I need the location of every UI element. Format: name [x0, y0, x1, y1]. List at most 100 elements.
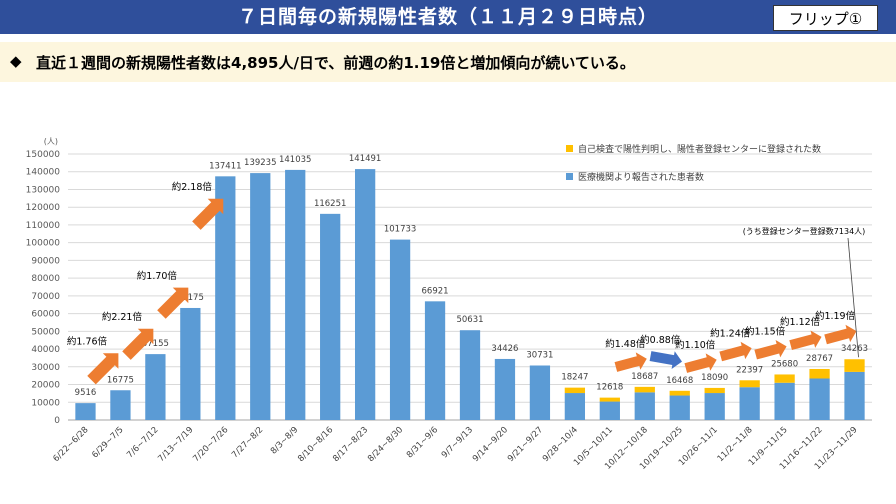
ratio-label: 約1.76倍	[67, 336, 108, 348]
bar-hospital	[529, 365, 551, 420]
ratio-arrow-up	[192, 198, 224, 230]
new-cases-chart: 0 10000 20000 30000 40000 50000 60000 70000 8000…	[26, 137, 872, 472]
bar-self-test	[774, 374, 795, 383]
bar-total-label: 25680	[771, 359, 798, 369]
y-tick-label: 90000	[31, 256, 60, 266]
x-tick-label: 6/29~7/5	[90, 425, 125, 460]
ratio-arrow-up	[719, 341, 752, 362]
bar-hospital	[215, 176, 236, 420]
bar-total-label: 137411	[209, 161, 241, 171]
title-bar: ７日間毎の新規陽性者数（１１月２９日時点） フリップ①	[0, 0, 896, 34]
bar-total-label: 34263	[841, 344, 868, 354]
x-tick-label: 8/10~8/16	[296, 425, 335, 464]
y-tick-label: 110000	[26, 221, 61, 231]
ratio-arrow-up	[157, 287, 189, 319]
y-tick-label: 80000	[31, 274, 60, 284]
bar-hospital	[145, 354, 166, 420]
ratio-label: 約1.12倍	[780, 316, 821, 328]
bar-hospital	[844, 371, 865, 420]
bar-total-label: 50631	[456, 315, 483, 325]
ratio-label: 約1.15倍	[745, 325, 786, 337]
ratio-label: 約2.18倍	[172, 181, 213, 193]
bar-hospital	[389, 239, 411, 420]
arrow-shape	[157, 287, 189, 319]
legend-label: 医療機関より報告された患者数	[578, 171, 704, 183]
x-tick-label: 9/7~9/13	[440, 425, 475, 460]
bar-total-label: 63175	[177, 293, 204, 303]
bar-hospital	[564, 393, 586, 420]
bar-total-label: 34426	[491, 344, 518, 354]
page-title: ７日間毎の新規陽性者数（１１月２９日時点）	[237, 6, 658, 28]
arrow-shape	[789, 330, 822, 350]
y-tick-label: 30000	[31, 363, 60, 373]
bar-total-label: 18247	[561, 373, 588, 383]
note-leader-line	[847, 237, 859, 358]
ratio-arrow-up	[684, 353, 717, 373]
x-tick-label: 8/24~8/30	[366, 425, 405, 464]
ratio-label: 約0.88倍	[640, 334, 681, 346]
ratio-arrow-down	[649, 351, 683, 369]
bar-hospital	[494, 358, 516, 420]
bar-hospital	[459, 330, 481, 420]
y-tick-label: 130000	[26, 185, 61, 195]
bar-total-label: 18090	[701, 373, 728, 383]
summary-text: 直近１週間の新規陽性者数は4,895人/日で、前週の約1.19倍と増加傾向が続い…	[36, 54, 635, 72]
registration-note: (うち登録センター登録数7134人)	[743, 226, 866, 236]
arrow-shape	[122, 328, 154, 360]
legend-label: 自己検査で陽性判明し、陽性者登録センターに登録された数	[578, 143, 821, 155]
y-tick-label: 0	[54, 416, 60, 426]
x-tick-label: 7/27~8/2	[230, 425, 265, 460]
y-tick-label: 50000	[31, 327, 60, 337]
bar-hospital	[75, 403, 96, 420]
ratio-label: 約1.24倍	[710, 327, 751, 339]
bar-total-label: 101733	[384, 225, 416, 235]
x-tick-label: 7/13~7/19	[156, 425, 195, 464]
ratio-arrow-up	[122, 328, 154, 360]
y-tick-label: 60000	[31, 310, 60, 320]
bar-hospital	[180, 307, 201, 420]
legend-swatch	[566, 145, 573, 152]
bar-total-label: 66921	[422, 286, 449, 296]
bar-hospital	[320, 213, 341, 420]
bar-total-label: 37155	[142, 339, 169, 349]
bar-total-label: 9516	[75, 388, 97, 398]
bar-hospital	[809, 378, 830, 420]
ratio-label: 約1.10倍	[675, 339, 716, 351]
x-tick-label: 6/22~6/28	[51, 425, 90, 464]
bar-hospital	[774, 382, 795, 420]
ratio-arrow-up	[824, 324, 857, 345]
y-tick-label: 150000	[26, 150, 61, 160]
bar-total-label: 141035	[279, 155, 311, 165]
arrow-shape	[614, 352, 647, 372]
arrow-shape	[192, 198, 224, 230]
bar-total-label: 139235	[244, 158, 276, 168]
bar-total-label: 16468	[666, 376, 693, 386]
ratio-label: 約2.21倍	[102, 311, 143, 323]
ratio-label: 約1.19倍	[815, 310, 856, 322]
ratio-label: 約1.70倍	[137, 270, 178, 282]
bar-total-label: 28767	[806, 354, 833, 364]
y-tick-label: 70000	[31, 292, 60, 302]
ratio-arrow-up	[87, 353, 119, 385]
y-tick-label: 100000	[26, 239, 61, 249]
arrow-shape	[684, 353, 717, 373]
y-tick-label: 10000	[31, 398, 60, 408]
x-tick-label: 9/14~9/20	[471, 425, 510, 464]
arrow-shape	[719, 341, 752, 362]
arrow-shape	[87, 353, 119, 385]
bar-hospital	[634, 392, 655, 420]
bar-self-test	[669, 390, 690, 396]
y-tick-label: 140000	[26, 168, 61, 178]
x-tick-label: 8/31~9/6	[405, 425, 440, 460]
bar-self-test	[704, 387, 725, 394]
bar-self-test	[844, 359, 865, 372]
ratio-arrow-up	[754, 339, 787, 360]
bar-self-test	[739, 380, 760, 388]
bar-total-label: 18687	[631, 372, 658, 382]
y-tick-label: 20000	[31, 381, 60, 391]
bar-hospital	[285, 169, 306, 420]
bar-hospital	[110, 390, 131, 420]
y-tick-label: 40000	[31, 345, 60, 355]
arrow-shape	[754, 339, 787, 360]
bar-hospital	[354, 169, 376, 420]
